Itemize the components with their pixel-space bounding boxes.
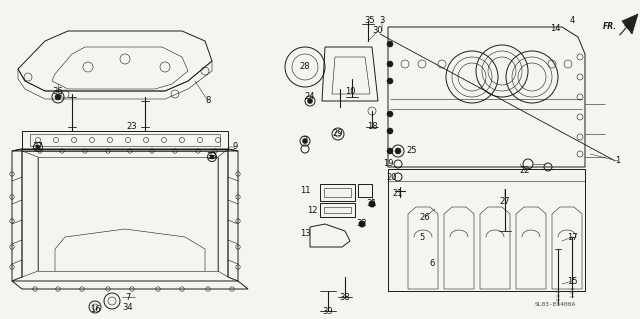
Polygon shape xyxy=(622,14,638,34)
Text: 19: 19 xyxy=(383,160,393,168)
Circle shape xyxy=(55,94,61,100)
Circle shape xyxy=(359,221,365,227)
Circle shape xyxy=(387,78,393,84)
Text: SL03-E1400A: SL03-E1400A xyxy=(534,301,575,307)
Text: 24: 24 xyxy=(305,93,316,101)
Text: 36: 36 xyxy=(52,86,63,95)
Circle shape xyxy=(387,41,393,47)
Circle shape xyxy=(303,138,307,144)
Text: 33: 33 xyxy=(207,152,218,161)
Text: 32: 32 xyxy=(356,219,367,228)
Text: 20: 20 xyxy=(387,173,397,182)
Text: 29: 29 xyxy=(333,130,343,138)
Circle shape xyxy=(369,201,375,207)
Text: 39: 39 xyxy=(323,307,333,315)
Text: 12: 12 xyxy=(307,206,317,216)
Circle shape xyxy=(36,145,40,149)
Text: 31: 31 xyxy=(367,199,378,209)
Text: 2: 2 xyxy=(302,137,308,145)
Circle shape xyxy=(210,155,214,159)
Text: 9: 9 xyxy=(232,143,237,152)
Text: 35: 35 xyxy=(365,17,375,26)
Text: 22: 22 xyxy=(520,167,531,175)
Text: 4: 4 xyxy=(570,17,575,26)
Text: 7: 7 xyxy=(125,293,131,301)
Text: 1: 1 xyxy=(616,157,621,166)
Text: 21: 21 xyxy=(393,189,403,198)
Text: 11: 11 xyxy=(300,187,310,196)
Circle shape xyxy=(307,99,312,103)
Text: 25: 25 xyxy=(407,146,417,155)
Text: 5: 5 xyxy=(419,233,424,241)
Text: 14: 14 xyxy=(550,25,560,33)
Text: 13: 13 xyxy=(300,229,310,239)
Text: 38: 38 xyxy=(340,293,350,301)
Text: 3: 3 xyxy=(380,17,385,26)
Text: 17: 17 xyxy=(566,233,577,241)
Text: FR.: FR. xyxy=(603,23,617,32)
Circle shape xyxy=(395,148,401,154)
Circle shape xyxy=(387,128,393,134)
Text: 16: 16 xyxy=(90,305,100,314)
Text: 10: 10 xyxy=(345,86,355,95)
Circle shape xyxy=(387,148,393,154)
Circle shape xyxy=(387,111,393,117)
Text: 6: 6 xyxy=(429,259,435,269)
Text: 28: 28 xyxy=(300,63,310,71)
Text: 37: 37 xyxy=(33,143,44,152)
Text: 27: 27 xyxy=(500,197,510,205)
Text: 26: 26 xyxy=(420,212,430,221)
Text: 34: 34 xyxy=(123,302,133,311)
Text: 15: 15 xyxy=(567,277,577,286)
Circle shape xyxy=(387,61,393,67)
Text: 23: 23 xyxy=(127,122,138,131)
Text: 30: 30 xyxy=(372,26,383,35)
Text: 18: 18 xyxy=(367,122,378,131)
Text: 8: 8 xyxy=(205,97,211,106)
